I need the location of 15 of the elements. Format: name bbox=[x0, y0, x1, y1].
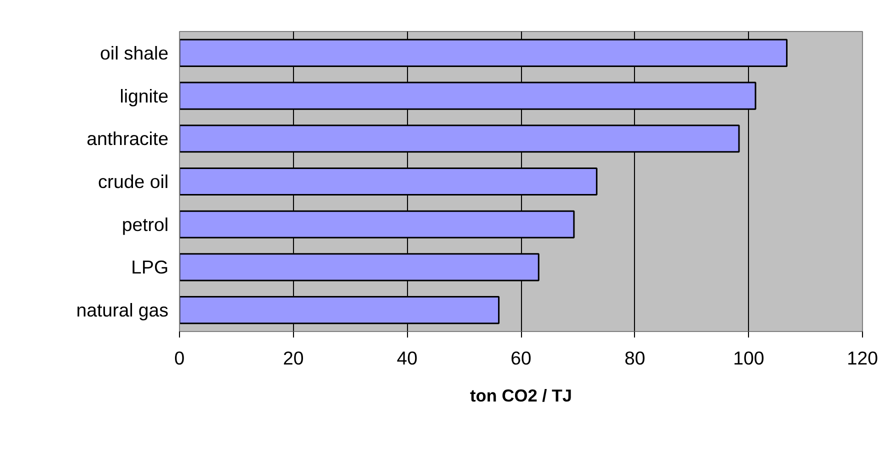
x-tick-label: 120 bbox=[846, 348, 878, 368]
y-tick-label: oil shale bbox=[100, 42, 169, 64]
y-tick-label: lignite bbox=[120, 85, 169, 106]
y-tick-label: crude oil bbox=[98, 171, 169, 192]
y-tick-label: petrol bbox=[122, 214, 169, 235]
x-tick-label: 60 bbox=[510, 348, 532, 368]
x-tick-label: 0 bbox=[174, 348, 185, 368]
y-tick-label: anthracite bbox=[86, 128, 169, 150]
x-axis-title: ton CO2 / TJ bbox=[470, 386, 572, 406]
x-tick-label: 80 bbox=[624, 348, 646, 368]
y-tick-label: natural gas bbox=[76, 300, 169, 321]
x-tick-label: 100 bbox=[733, 348, 764, 368]
y-tick-label: LPG bbox=[131, 256, 169, 278]
x-tick-label: 40 bbox=[396, 348, 418, 368]
x-tick-label: 20 bbox=[282, 348, 304, 368]
